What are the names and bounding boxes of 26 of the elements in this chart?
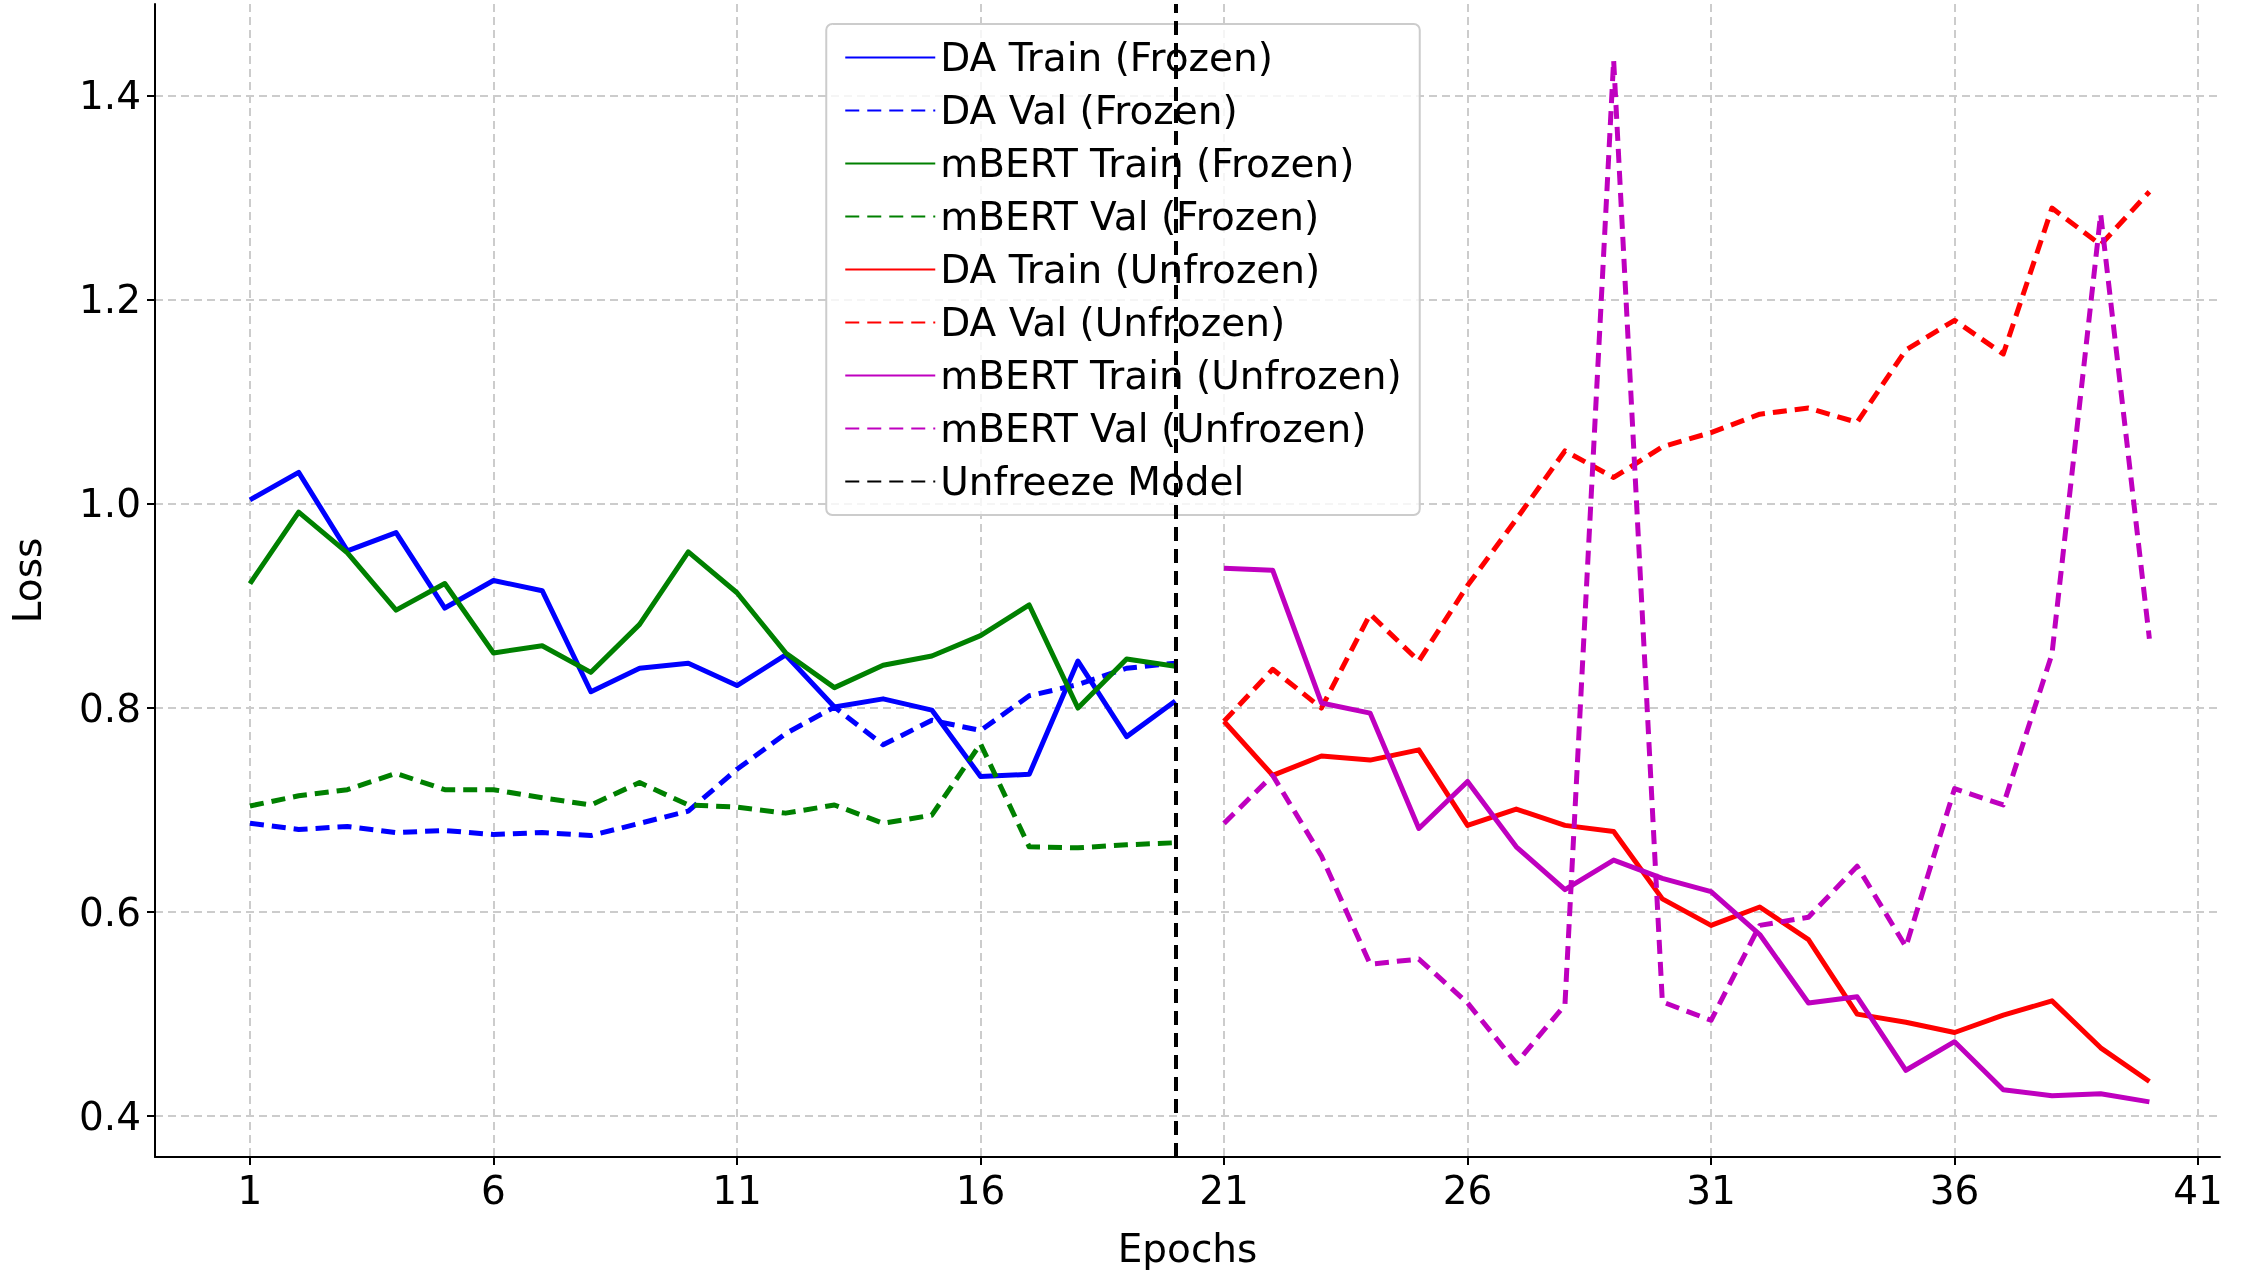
y-tick-label: 1.4 — [78, 73, 141, 119]
legend-label: mBERT Val (Unfrozen) — [940, 406, 1367, 451]
x-tick-label: 36 — [1929, 1168, 1980, 1213]
x-tick-label: 41 — [2173, 1168, 2223, 1213]
y-tick-label: 0.8 — [78, 685, 141, 731]
legend-label: DA Val (Unfrozen) — [940, 300, 1286, 345]
x-tick-label: 21 — [1199, 1168, 1249, 1213]
ref-line-label: Unfreeze Model — [940, 459, 1245, 504]
legend-label: DA Train (Unfrozen) — [940, 247, 1321, 292]
legend-label: mBERT Val (Frozen) — [940, 194, 1320, 239]
x-tick-label: 1 — [237, 1168, 263, 1213]
legend-label: DA Train (Frozen) — [940, 35, 1273, 80]
y-axis-title: Loss — [5, 537, 50, 624]
y-tick-label: 0.4 — [78, 1093, 141, 1139]
legend-label: mBERT Train (Unfrozen) — [940, 353, 1402, 398]
legend-label: mBERT Train (Frozen) — [940, 141, 1355, 186]
x-tick-label: 16 — [955, 1168, 1006, 1213]
x-tick-label: 26 — [1442, 1168, 1493, 1213]
legend-label: DA Val (Frozen) — [940, 88, 1238, 133]
y-tick-label: 0.6 — [78, 889, 141, 935]
y-tick-label: 1.0 — [78, 481, 141, 527]
y-tick-label: 1.2 — [78, 277, 141, 323]
x-tick-label: 11 — [712, 1168, 762, 1213]
x-tick-label: 31 — [1686, 1168, 1736, 1213]
x-tick-label: 6 — [481, 1168, 506, 1213]
x-axis-title: Epochs — [1117, 1226, 1258, 1271]
